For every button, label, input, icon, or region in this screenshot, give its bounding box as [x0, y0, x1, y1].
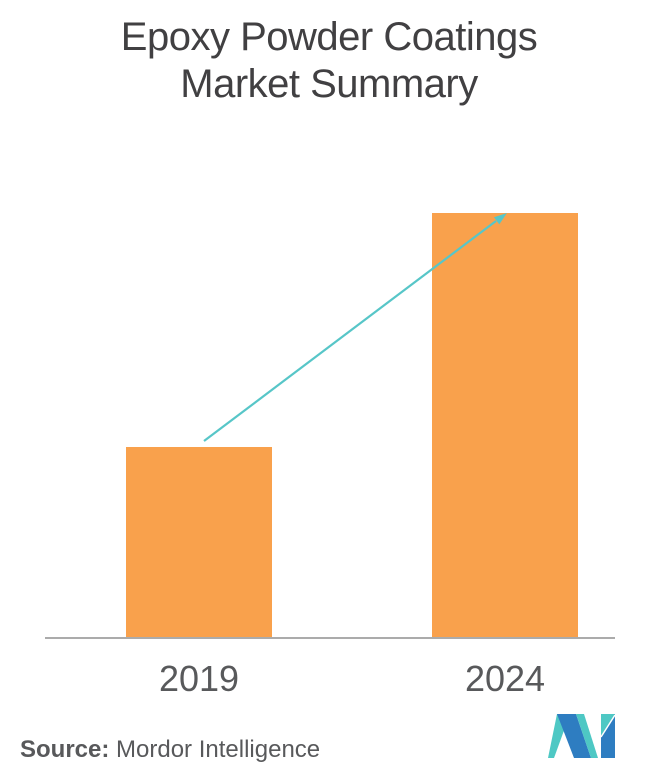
x-tick-2024: 2024 — [464, 658, 546, 699]
x-axis-line — [45, 637, 615, 639]
logo-main-blue-stroke — [557, 714, 591, 758]
logo-white-slit — [600, 714, 615, 738]
source-value: Mordor Intelligence — [109, 736, 321, 763]
bar-2019 — [126, 447, 272, 638]
chart-title-line2: Market Summary — [180, 62, 478, 106]
bar-2024 — [432, 213, 578, 638]
x-tick-2019: 2019 — [158, 658, 240, 699]
source-note: Source: Mordor Intelligence — [20, 736, 320, 764]
source-label: Source: — [20, 736, 110, 763]
chart-title: Epoxy Powder Coatings Market Summary — [0, 14, 658, 108]
logo-mid-teal-stroke — [576, 714, 598, 758]
mordor-intelligence-logo — [548, 714, 615, 758]
chart-title-line1: Epoxy Powder Coatings — [120, 15, 538, 59]
